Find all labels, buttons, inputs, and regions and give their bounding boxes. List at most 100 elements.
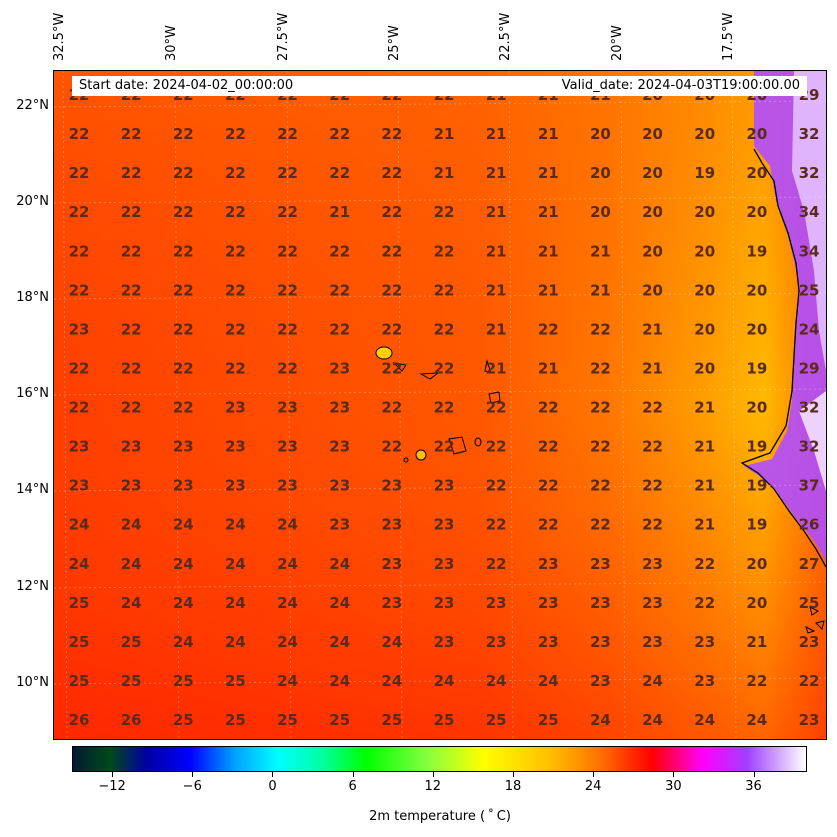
latitude-label: 10°N <box>16 675 49 690</box>
temperature-value: 22 <box>642 438 663 456</box>
temperature-value: 23 <box>277 438 298 456</box>
temperature-value: 29 <box>799 359 820 377</box>
temperature-value: 24 <box>642 711 663 729</box>
temperature-value: 25 <box>69 594 90 612</box>
temperature-value: 22 <box>121 164 142 182</box>
temperature-value: 23 <box>538 633 559 651</box>
temperature-value: 23 <box>381 477 402 495</box>
temperature-value: 22 <box>329 281 350 299</box>
temperature-value: 21 <box>434 125 455 143</box>
temperature-value: 24 <box>225 555 246 573</box>
temperature-value: 24 <box>225 633 246 651</box>
temperature-value: 22 <box>590 399 611 417</box>
parallel-line <box>54 196 826 204</box>
map-canvas: 22 22 22 22 22 22 22 22 21 21 21 20 20 20 29 22 22 22 22 22… <box>54 71 826 739</box>
temperature-value: 22 <box>173 125 194 143</box>
temperature-value: 22 <box>381 164 402 182</box>
meridian-line <box>620 71 626 739</box>
temperature-value: 22 <box>173 242 194 260</box>
temperature-value: 20 <box>642 203 663 221</box>
temperature-value: 23 <box>694 672 715 690</box>
temperature-value: 22 <box>121 125 142 143</box>
temperature-value: 23 <box>434 633 455 651</box>
temperature-value: 20 <box>694 320 715 338</box>
colorbar-tick <box>432 772 434 777</box>
temperature-value: 25 <box>277 711 298 729</box>
temperature-value: 22 <box>69 203 90 221</box>
temperature-value: 23 <box>121 477 142 495</box>
colorbar-tick-label: −6 <box>182 779 202 794</box>
temperature-value: 23 <box>69 438 90 456</box>
temperature-value: 23 <box>799 711 820 729</box>
temperature-value: 20 <box>694 242 715 260</box>
longitude-label: 27.5°W <box>276 12 291 61</box>
temperature-value: 24 <box>173 594 194 612</box>
temperature-value: 22 <box>225 320 246 338</box>
parallel-line <box>54 292 826 300</box>
longitude-label: 17.5°W <box>721 12 736 61</box>
parallel-line <box>54 100 826 108</box>
temperature-value: 22 <box>225 164 246 182</box>
temperature-value: 32 <box>799 399 820 417</box>
land-hottest-region <box>792 71 826 371</box>
colorbar-tick-label: 12 <box>424 779 442 794</box>
temperature-value: 24 <box>121 594 142 612</box>
temperature-value: 22 <box>590 359 611 377</box>
temperature-value: 24 <box>694 711 715 729</box>
meridian-line <box>62 71 68 739</box>
temperature-value: 22 <box>277 125 298 143</box>
temperature-value: 19 <box>746 438 767 456</box>
temperature-value: 20 <box>642 242 663 260</box>
temperature-value: 21 <box>642 359 663 377</box>
temperature-values: 22 22 22 22 22 22 22 22 21 21 21 20 20 20 29 22 22 22 22 22… <box>69 86 820 729</box>
temperature-value: 22 <box>173 359 194 377</box>
temperature-value: 24 <box>329 594 350 612</box>
temperature-value: 22 <box>225 281 246 299</box>
temperature-value: 23 <box>329 516 350 534</box>
land-hottest-region-south <box>799 391 826 491</box>
islands-bijagos <box>805 606 825 634</box>
colorbar-tick <box>272 772 274 777</box>
temperature-value: 22 <box>69 242 90 260</box>
temperature-value: 25 <box>225 711 246 729</box>
temperature-value: 21 <box>694 399 715 417</box>
temperature-value: 23 <box>642 633 663 651</box>
temperature-value: 23 <box>381 594 402 612</box>
temperature-value: 26 <box>69 711 90 729</box>
colorbar-tick-label: −12 <box>98 779 126 794</box>
temperature-value: 19 <box>746 516 767 534</box>
island-fogo <box>415 449 427 461</box>
colorbar-title: 2m temperature ( ˚ C) <box>369 809 511 824</box>
temperature-value: 24 <box>277 555 298 573</box>
temperature-value: 22 <box>173 399 194 417</box>
temperature-value: 22 <box>381 242 402 260</box>
latitude-label: 14°N <box>16 482 49 497</box>
temperature-value: 24 <box>329 633 350 651</box>
temperature-value: 25 <box>381 711 402 729</box>
coastline <box>740 148 826 568</box>
temperature-value: 34 <box>799 242 820 260</box>
temperature-value: 22 <box>173 320 194 338</box>
temperature-value: 21 <box>590 242 611 260</box>
temperature-value: 22 <box>538 320 559 338</box>
temperature-value: 20 <box>746 399 767 417</box>
temperature-value: 22 <box>381 203 402 221</box>
temperature-value: 24 <box>173 633 194 651</box>
temperature-value: 22 <box>69 125 90 143</box>
temperature-value: 20 <box>746 203 767 221</box>
temperature-value: 19 <box>746 477 767 495</box>
temperature-value: 25 <box>173 711 194 729</box>
temperature-value: 19 <box>694 164 715 182</box>
temperature-value: 21 <box>538 359 559 377</box>
temperature-value: 23 <box>590 594 611 612</box>
temperature-value: 24 <box>381 633 402 651</box>
temperature-value: 22 <box>590 320 611 338</box>
temperature-value: 22 <box>694 555 715 573</box>
temperature-value: 22 <box>121 320 142 338</box>
longitude-label: 25°W <box>387 25 402 61</box>
temperature-value: 22 <box>121 399 142 417</box>
temperature-value: 24 <box>225 516 246 534</box>
temperature-value: 24 <box>746 711 767 729</box>
temperature-value: 23 <box>173 438 194 456</box>
temperature-value: 24 <box>799 320 820 338</box>
